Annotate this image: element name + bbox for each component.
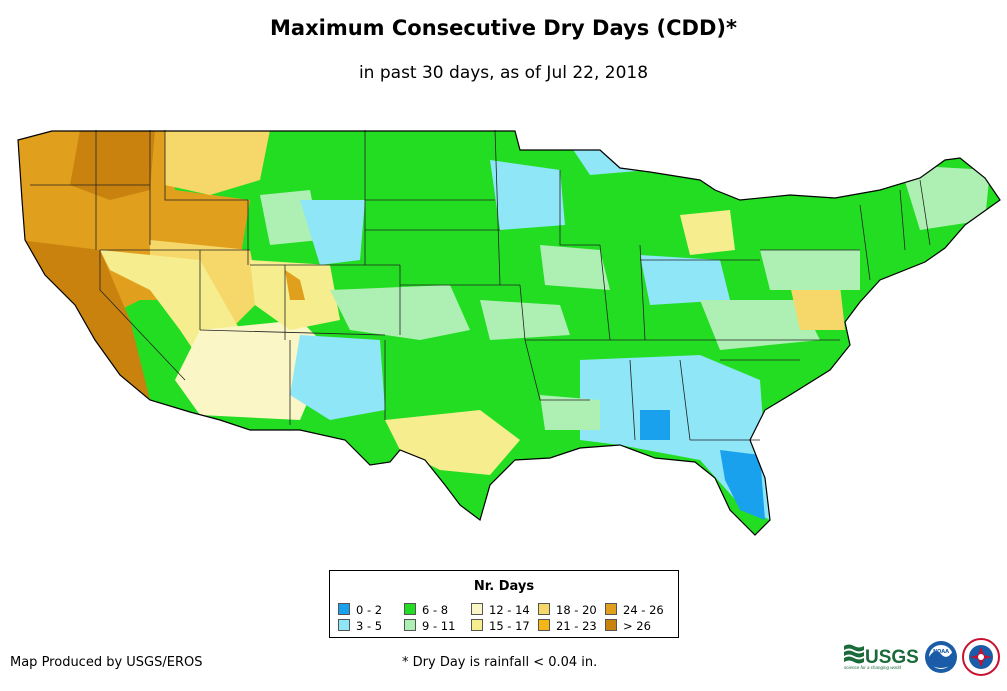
svg-text:NOAA: NOAA bbox=[933, 649, 949, 655]
dry-day-footnote: * Dry Day is rainfall < 0.04 in. bbox=[402, 655, 598, 670]
nws-logo bbox=[962, 638, 1000, 676]
legend-item-gt-26: > 26 bbox=[605, 619, 651, 633]
legend-item-12-14: 12 - 14 bbox=[471, 603, 530, 617]
svg-text:USGS: USGS bbox=[865, 647, 919, 668]
legend-swatch bbox=[605, 619, 617, 631]
legend-swatch bbox=[338, 603, 350, 615]
legend-item-24-26: 24 - 26 bbox=[605, 603, 664, 617]
noaa-logo: NOAA bbox=[925, 641, 957, 673]
legend-item-3-5: 3 - 5 bbox=[338, 619, 382, 633]
map-subtitle: in past 30 days, as of Jul 22, 2018 bbox=[358, 63, 649, 83]
legend-title: Nr. Days bbox=[473, 579, 535, 594]
legend-item-9-11: 9 - 11 bbox=[404, 619, 455, 633]
legend-swatch bbox=[471, 603, 483, 615]
legend-item-6-8: 6 - 8 bbox=[404, 603, 448, 617]
legend-item-18-20: 18 - 20 bbox=[538, 603, 597, 617]
legend-item-21-23: 21 - 23 bbox=[538, 619, 597, 633]
map-credit: Map Produced by USGS/EROS bbox=[10, 655, 203, 670]
legend-swatch bbox=[404, 603, 416, 615]
legend-swatch bbox=[538, 619, 550, 631]
svg-text:science for a changing world: science for a changing world bbox=[844, 665, 902, 670]
legend-item-0-2: 0 - 2 bbox=[338, 603, 382, 617]
usgs-logo: USGS science for a changing world bbox=[844, 644, 919, 670]
map-title: Maximum Consecutive Dry Days (CDD)* bbox=[270, 16, 737, 40]
us-dry-days-map bbox=[17, 129, 1001, 536]
legend-swatch bbox=[471, 619, 483, 631]
legend-swatch bbox=[538, 603, 550, 615]
legend-swatch bbox=[605, 603, 617, 615]
legend-item-15-17: 15 - 17 bbox=[471, 619, 530, 633]
legend: Nr. Days 0 - 2 3 - 5 6 - 8 9 - 11 12 - 1… bbox=[329, 570, 679, 638]
legend-swatch bbox=[404, 619, 416, 631]
legend-swatch bbox=[338, 619, 350, 631]
